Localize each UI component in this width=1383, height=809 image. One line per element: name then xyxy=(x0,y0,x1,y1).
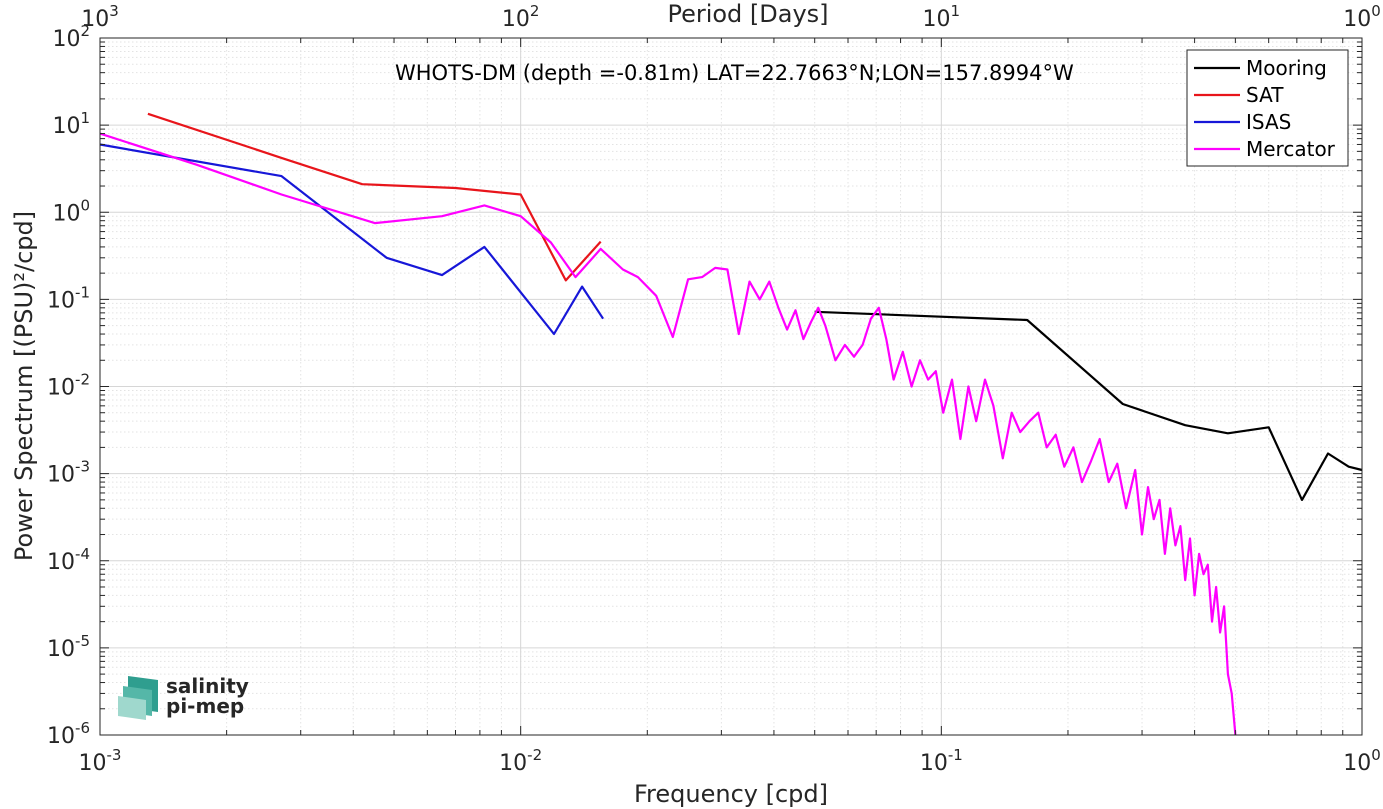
x-tick-label: 10-1 xyxy=(920,746,963,776)
top-axis-label: Period [Days] xyxy=(667,0,828,28)
y-tick-label: 10-2 xyxy=(47,371,90,401)
y-tick-label: 10-1 xyxy=(47,283,90,313)
legend: Mooring SAT ISAS Mercator xyxy=(1186,49,1349,167)
series-line-sat xyxy=(147,112,602,282)
x-tick-label: 10-3 xyxy=(79,746,122,776)
series-layer xyxy=(99,112,1363,736)
series-line-mercator xyxy=(99,132,1237,736)
legend-label: Mercator xyxy=(1246,137,1336,161)
chart-annotation: WHOTS-DM (depth =-0.81m) LAT=22.7663°N;L… xyxy=(395,61,1074,85)
legend-label: SAT xyxy=(1246,83,1284,107)
y-tick-label: 10-5 xyxy=(47,632,90,662)
tick-marks xyxy=(99,37,1363,736)
top-tick-label: 100 xyxy=(1343,2,1381,32)
legend-label: Mooring xyxy=(1246,56,1327,80)
y-tick-label: 102 xyxy=(52,22,90,52)
y-tick-label: 100 xyxy=(52,196,90,226)
legend-box xyxy=(1186,49,1349,167)
top-tick-label: 102 xyxy=(502,2,540,32)
y-tick-label: 10-6 xyxy=(47,719,90,749)
logo-text-salinity: salinity xyxy=(166,674,249,698)
logo-mark-icon xyxy=(118,676,158,720)
salinity-pi-mep-logo: salinity pi-mep xyxy=(118,674,249,720)
series-line-isas xyxy=(99,143,605,336)
legend-label: ISAS xyxy=(1246,110,1291,134)
y-tick-label: 10-4 xyxy=(47,545,90,575)
x-tick-label: 10-2 xyxy=(499,746,542,776)
y-tick-label: 10-3 xyxy=(47,458,90,488)
logo-text-pi-mep: pi-mep xyxy=(166,694,244,718)
top-tick-label: 103 xyxy=(81,2,119,32)
y-axis-label: Power Spectrum [(PSU)²/cpd] xyxy=(10,211,38,561)
grid xyxy=(99,37,1363,736)
x-tick-label: 100 xyxy=(1343,746,1381,776)
x-axis-label: Frequency [cpd] xyxy=(634,780,828,808)
top-tick-label: 101 xyxy=(923,2,961,32)
y-tick-label: 101 xyxy=(52,109,90,139)
series-line-mooring xyxy=(814,310,1363,501)
